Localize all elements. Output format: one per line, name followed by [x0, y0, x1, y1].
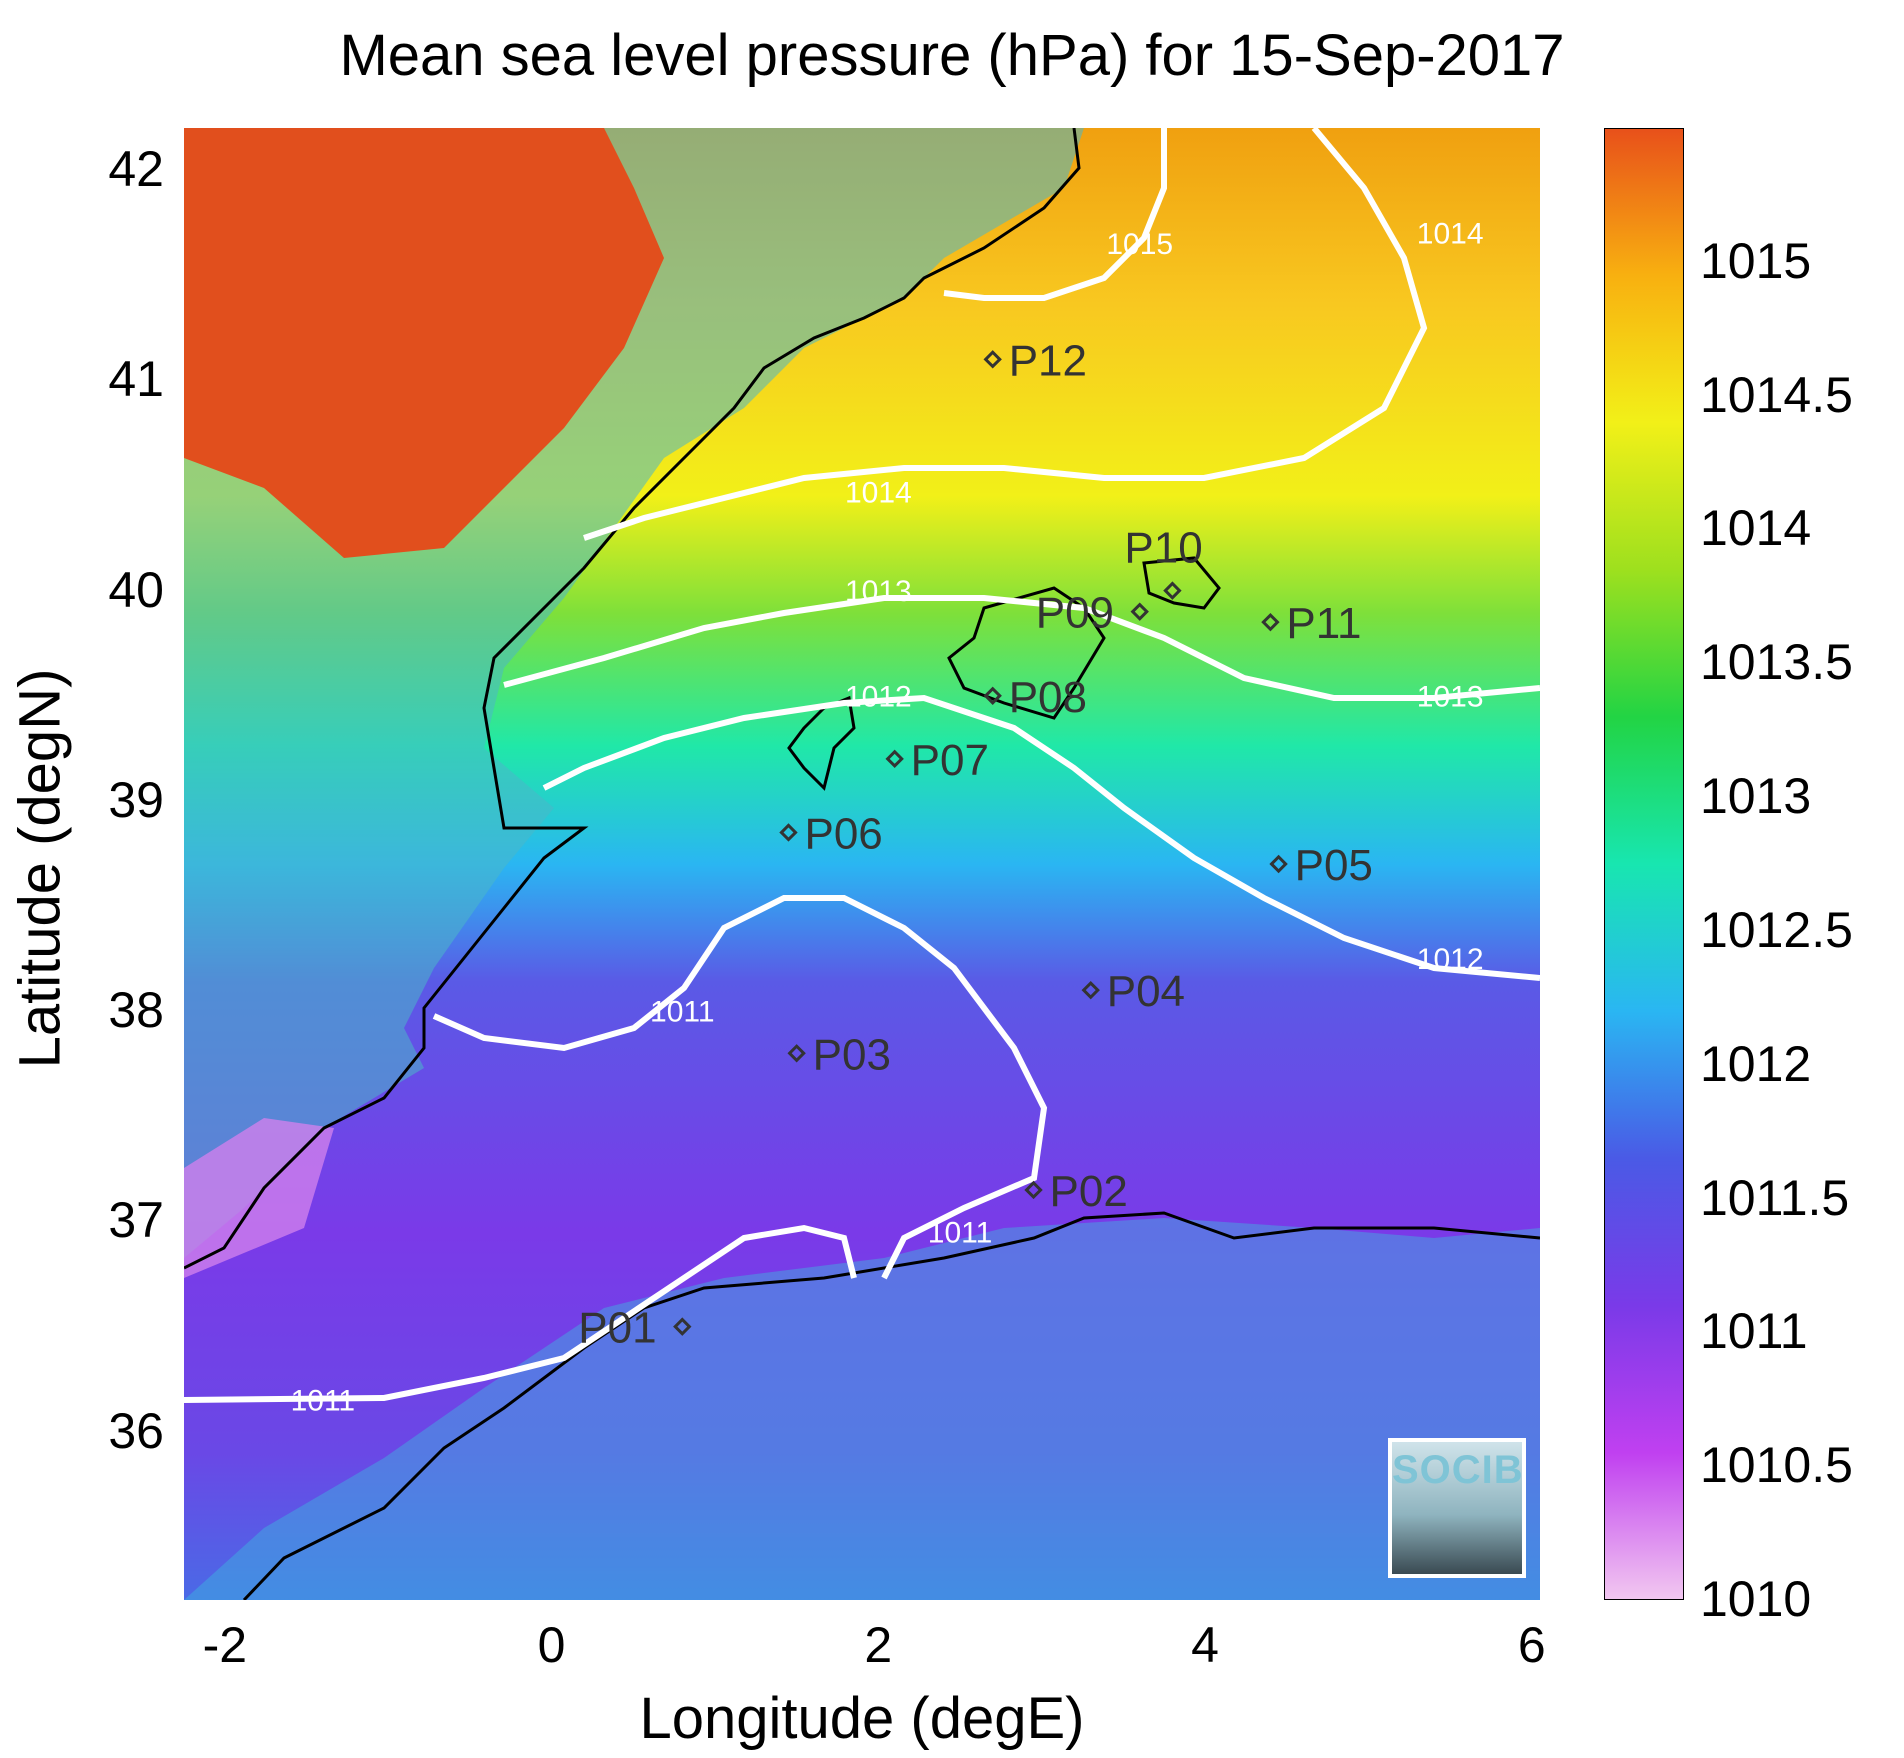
x-tick-label: 2	[864, 1617, 893, 1673]
station-p04: P04	[1081, 967, 1185, 1016]
station-label: P05	[1295, 841, 1373, 890]
colorbar-tick-label: 1015	[1700, 232, 1812, 289]
station-marker	[1024, 1180, 1043, 1200]
station-marker	[1130, 602, 1149, 621]
y-tick-label: 41	[108, 351, 164, 408]
station-label: P02	[1050, 1167, 1128, 1216]
y-tick-label: 42	[108, 141, 164, 198]
station-p05: P05	[1269, 841, 1373, 890]
station-label: P07	[911, 736, 989, 785]
station-p06: P06	[779, 809, 883, 858]
station-marker	[983, 686, 1002, 705]
station-marker	[1269, 854, 1288, 874]
station-p12: P12	[983, 336, 1087, 385]
y-axis-label: Latitude (degN)	[7, 668, 73, 1069]
station-p08: P08	[983, 673, 1087, 722]
pressure-map: 1011 1011 1011 1012 1012 1013 1013 1014 1014 1015…	[184, 128, 1540, 1600]
x-tick-label: 6	[1517, 1617, 1546, 1673]
y-tick-label: 36	[108, 1402, 164, 1459]
contour-label: 1014	[845, 476, 912, 509]
colorbar-svg	[1604, 128, 1684, 1600]
x-axis-label: Longitude (degE)	[639, 1686, 1085, 1751]
contour-label: 1015	[1106, 228, 1173, 261]
colorbar-tick-label: 1014.5	[1700, 366, 1853, 423]
station-marker	[779, 823, 798, 842]
station-p09: P09	[1036, 589, 1149, 638]
station-marker	[1163, 581, 1182, 600]
station-label: P04	[1107, 967, 1185, 1016]
station-marker	[1261, 612, 1280, 632]
y-tick-label: 40	[108, 561, 164, 618]
contour-label: 1011	[650, 996, 715, 1029]
colorbar-gradient	[1604, 128, 1684, 1600]
station-label: P01	[578, 1304, 656, 1353]
colorbar-tick-label: 1010.5	[1700, 1437, 1853, 1494]
high-pressure-region	[184, 128, 664, 558]
colorbar-tick-label: 1013.5	[1700, 634, 1853, 691]
colorbar-tick-label: 1014	[1700, 500, 1812, 557]
station-marker	[983, 350, 1002, 369]
colorbar-tick-label: 1011	[1700, 1303, 1808, 1360]
isobars	[184, 128, 1540, 1403]
station-label: P06	[804, 809, 882, 858]
station-p07: P07	[885, 736, 989, 785]
station-p11: P11	[1261, 599, 1361, 648]
contour-label: 1013	[1417, 680, 1484, 713]
logo-text: SOCIB	[1392, 1448, 1524, 1492]
station-marker	[885, 749, 904, 769]
station-label: P03	[813, 1030, 891, 1079]
x-tick-label: 0	[537, 1617, 566, 1673]
contour-label: 1012	[1417, 943, 1484, 976]
station-label: P12	[1009, 336, 1087, 385]
station-label: P08	[1009, 673, 1087, 722]
africa-land	[184, 1218, 1540, 1600]
station-label: P10	[1124, 524, 1202, 573]
colorbar	[1604, 128, 1684, 1600]
station-p10: P10	[1124, 524, 1203, 600]
x-tick-label: 4	[1191, 1617, 1219, 1673]
station-marker	[673, 1317, 692, 1336]
station-p03: P03	[787, 1030, 891, 1079]
contour-label: 1012	[845, 680, 912, 713]
chart-title: Mean sea level pressure (hPa) for 15-Sep…	[339, 23, 1565, 88]
y-tick-label: 39	[108, 771, 164, 828]
station-p01: P01	[578, 1304, 692, 1353]
y-tick-label: 37	[108, 1192, 164, 1249]
pressure-map-svg: 1011 1011 1011 1012 1012 1013 1013 1014 1014 1015…	[184, 128, 1540, 1600]
contour-label: 1011	[291, 1385, 356, 1418]
colorbar-tick-label: 1012	[1700, 1035, 1812, 1092]
colorbar-tick-label: 1010	[1700, 1571, 1812, 1627]
x-tick-label: -2	[202, 1617, 248, 1673]
contour-label: 1013	[845, 575, 912, 608]
y-tick-label: 38	[108, 982, 164, 1039]
colorbar-tick-label: 1011.5	[1700, 1169, 1850, 1226]
contour-label: 1011	[928, 1217, 993, 1250]
colorbar-tick-label: 1012.5	[1700, 901, 1853, 958]
station-label: P09	[1036, 589, 1114, 638]
contour-label: 1014	[1417, 218, 1484, 251]
station-p02: P02	[1024, 1167, 1128, 1216]
coastline	[184, 128, 1540, 1600]
station-marker	[787, 1044, 806, 1063]
socib-logo: SOCIB	[1388, 1438, 1526, 1578]
station-label: P11	[1286, 599, 1361, 648]
station-marker	[1081, 980, 1100, 1000]
colorbar-tick-label: 1013	[1700, 768, 1812, 825]
